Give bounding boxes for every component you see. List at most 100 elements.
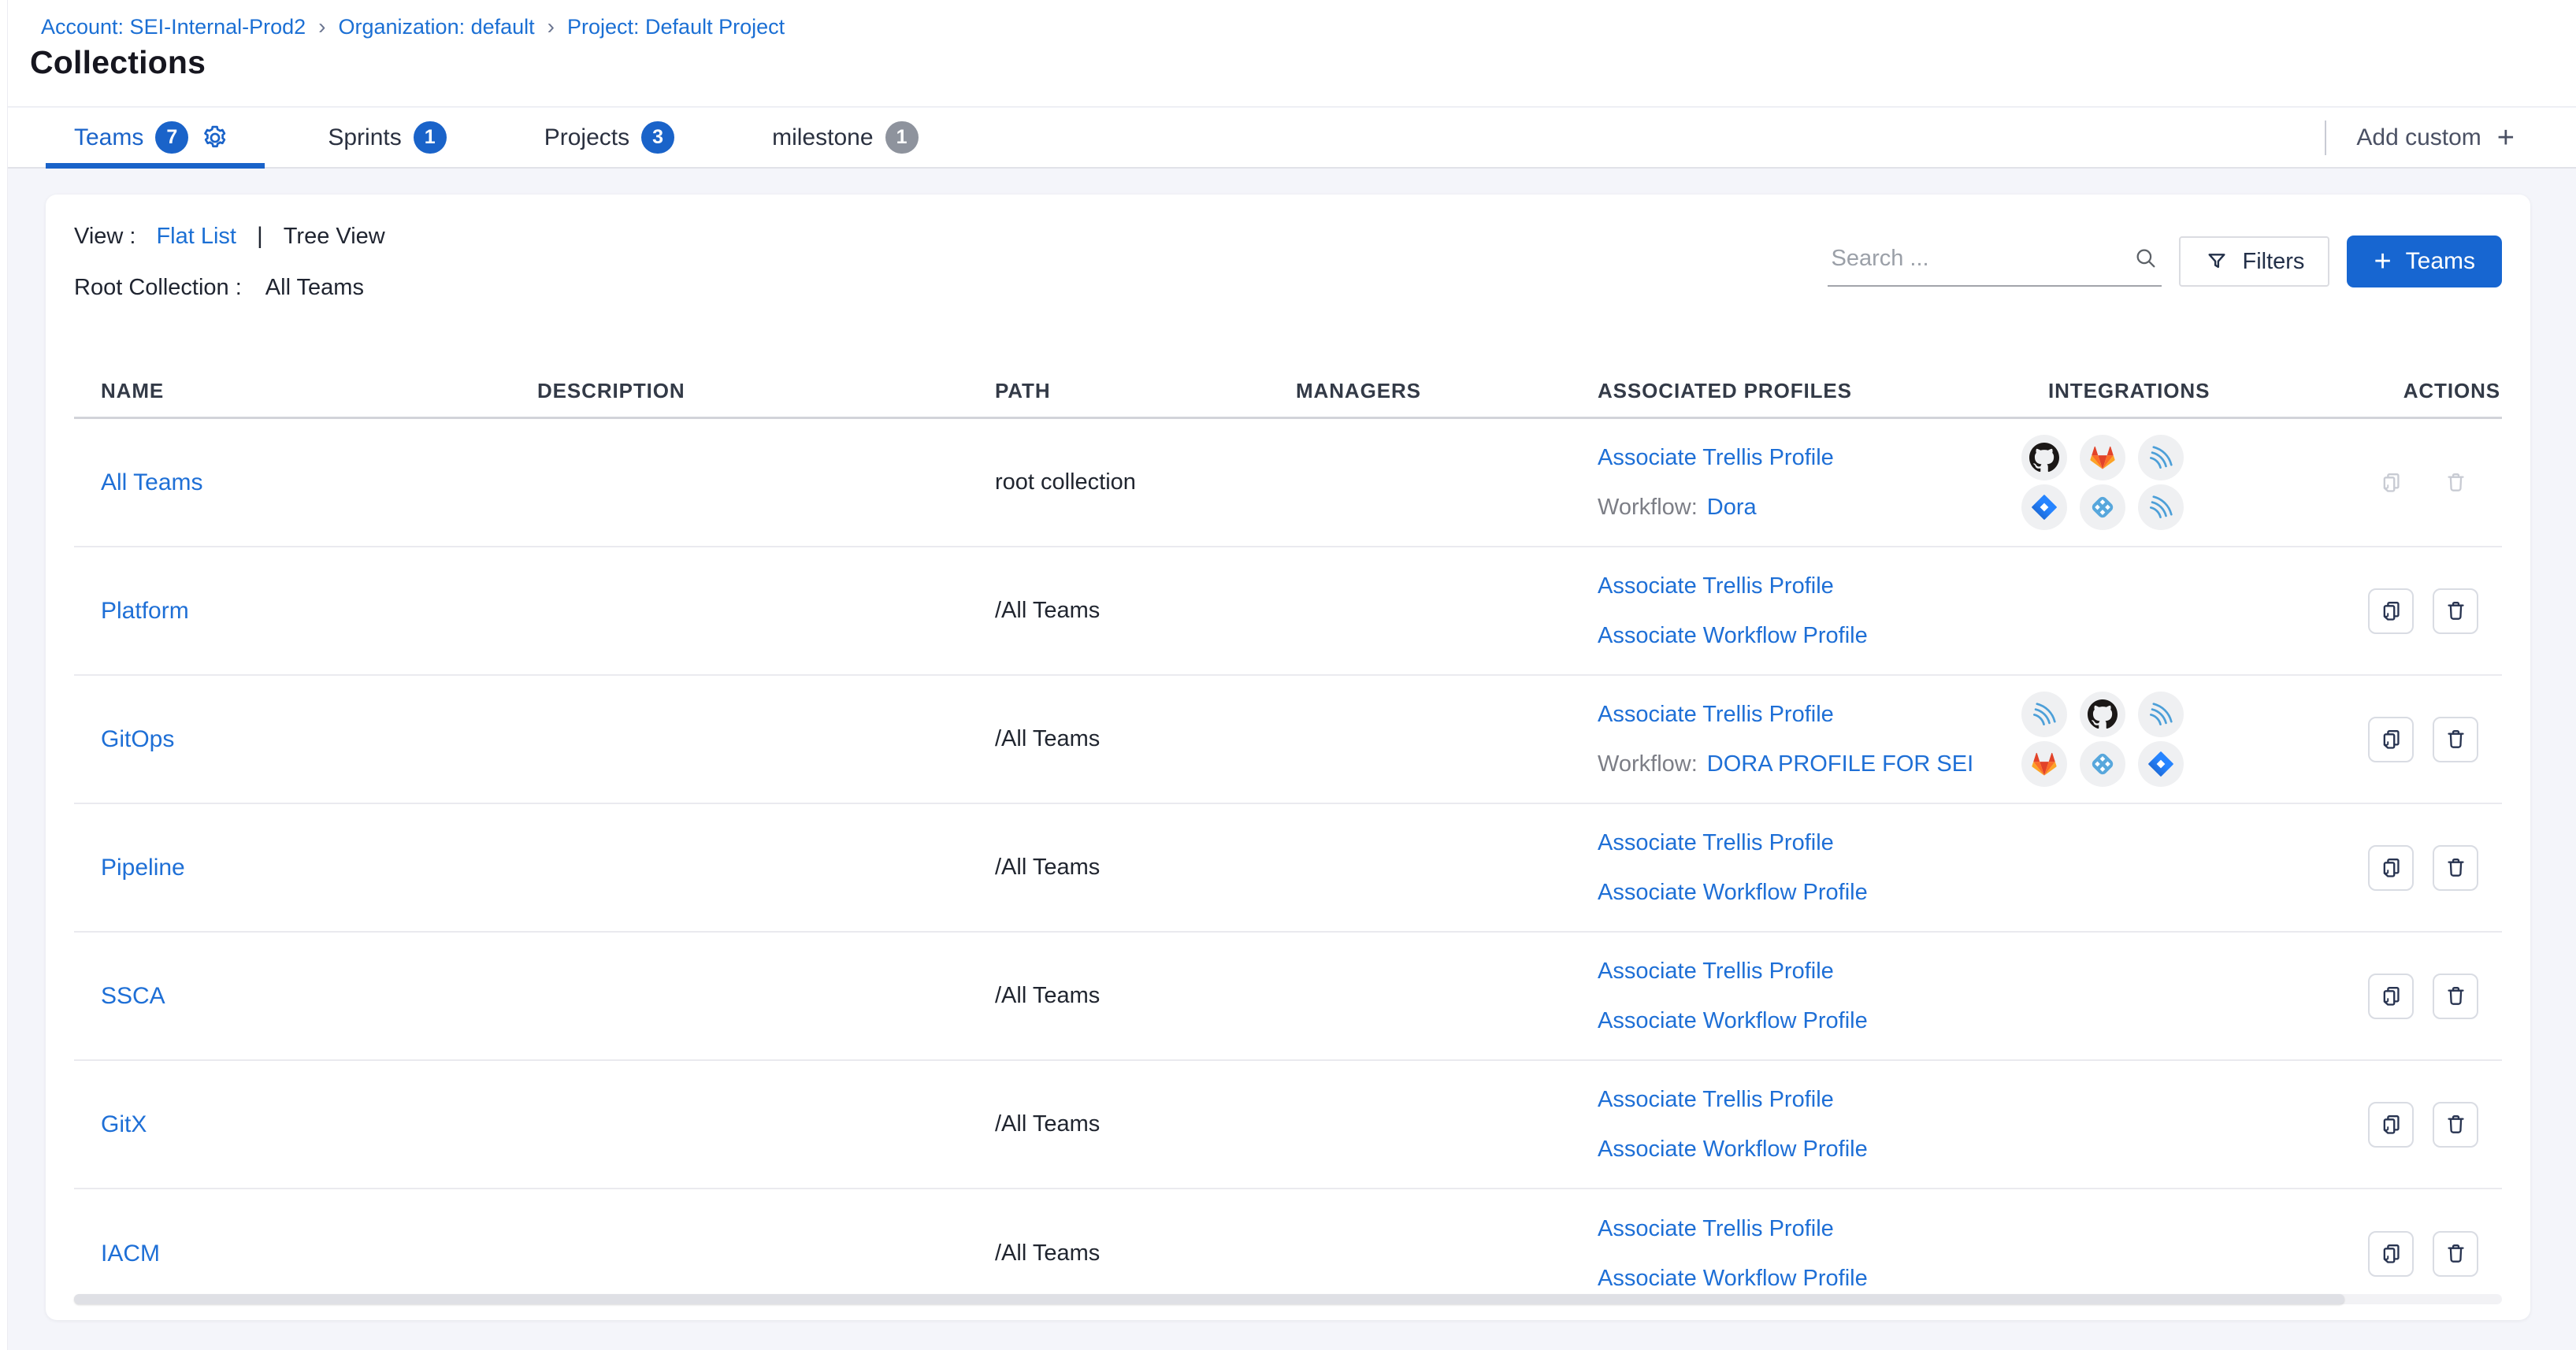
tab-sprints[interactable]: Sprints 1: [299, 108, 474, 167]
copy-icon: [2378, 983, 2404, 1009]
tab-teams-label: Teams: [74, 124, 144, 150]
delete-button[interactable]: [2433, 716, 2478, 762]
tab-sprints-label: Sprints: [328, 124, 402, 150]
collection-link[interactable]: GitX: [101, 1111, 147, 1137]
add-teams-label: Teams: [2405, 248, 2475, 274]
tab-milestone[interactable]: milestone 1: [744, 108, 946, 167]
breadcrumb-project-link[interactable]: Project: Default Project: [567, 14, 785, 39]
tab-milestone-count-badge: 1: [885, 121, 919, 154]
path-cell: root collection: [995, 469, 1136, 495]
table-row: Pipeline /All Teams Associate Trellis Pr…: [74, 804, 2502, 933]
delete-button[interactable]: [2433, 1230, 2478, 1277]
view-switcher: View : Flat List | Tree View: [74, 223, 385, 250]
column-header-managers: MANAGERS: [1296, 378, 1421, 402]
associate-trellis-profile-link[interactable]: Associate Trellis Profile: [1598, 829, 1834, 855]
divider: [74, 417, 2502, 419]
tab-bar: Teams 7 Sprints 1 Projects 3 milestone 1…: [0, 108, 2576, 169]
scrollbar-thumb[interactable]: [74, 1294, 2344, 1304]
clone-button[interactable]: [2368, 1230, 2414, 1277]
workflow-profile-link[interactable]: Dora: [1706, 494, 1757, 520]
path-cell: /All Teams: [995, 598, 1101, 623]
collection-link[interactable]: SSCA: [101, 982, 165, 1009]
breadcrumb-account-link[interactable]: Account: SEI-Internal-Prod2: [41, 14, 306, 39]
filters-label: Filters: [2242, 248, 2305, 274]
breadcrumb-org-link[interactable]: Organization: default: [338, 14, 535, 39]
table-row: GitOps /All Teams Associate Trellis Prof…: [74, 676, 2502, 804]
view-label: View :: [74, 223, 136, 249]
table-header-row: NAME DESCRIPTION PATH MANAGERS ASSOCIATE…: [74, 365, 2502, 417]
column-header-description: DESCRIPTION: [537, 378, 685, 402]
associate-trellis-profile-link[interactable]: Associate Trellis Profile: [1598, 444, 1834, 470]
workflow-profile-link[interactable]: DORA PROFILE FOR SEI: [1706, 751, 1974, 777]
trash-icon: [2443, 855, 2469, 881]
sonarqube-icon: [2138, 484, 2184, 530]
sonarqube-icon: [2138, 692, 2184, 737]
gear-icon[interactable]: [200, 123, 230, 153]
collection-link[interactable]: All Teams: [101, 469, 203, 495]
associate-trellis-profile-link[interactable]: Associate Trellis Profile: [1598, 958, 1834, 984]
jira-icon: [2138, 741, 2184, 787]
associate-workflow-profile-link[interactable]: Associate Workflow Profile: [1598, 1136, 1868, 1162]
associate-trellis-profile-link[interactable]: Associate Trellis Profile: [1598, 573, 1834, 599]
page-header: Account: SEI-Internal-Prod2 › Organizati…: [0, 0, 2576, 107]
delete-button: [2433, 459, 2478, 506]
drone-icon: [2080, 741, 2125, 787]
delete-button[interactable]: [2433, 1101, 2478, 1148]
github-icon: [2080, 692, 2125, 737]
table-row: GitX /All Teams Associate Trellis Profil…: [74, 1061, 2502, 1189]
search-input[interactable]: [1828, 245, 2133, 276]
horizontal-scrollbar[interactable]: [74, 1294, 2502, 1304]
delete-button[interactable]: [2433, 844, 2478, 891]
associate-trellis-profile-link[interactable]: Associate Trellis Profile: [1598, 1215, 1834, 1241]
search-icon: [2132, 245, 2159, 272]
associate-workflow-profile-link[interactable]: Associate Workflow Profile: [1598, 879, 1868, 905]
chevron-right-icon: ›: [318, 14, 326, 39]
associate-workflow-profile-link[interactable]: Associate Workflow Profile: [1598, 622, 1868, 648]
delete-button[interactable]: [2433, 588, 2478, 634]
associate-workflow-profile-link[interactable]: Associate Workflow Profile: [1598, 1265, 1868, 1291]
tab-teams[interactable]: Teams 7: [46, 108, 258, 167]
plus-icon: +: [2374, 245, 2392, 278]
associate-workflow-profile-link[interactable]: Associate Workflow Profile: [1598, 1007, 1868, 1033]
path-cell: /All Teams: [995, 726, 1101, 751]
breadcrumb: Account: SEI-Internal-Prod2 › Organizati…: [41, 14, 785, 39]
tab-projects-label: Projects: [544, 124, 630, 150]
collection-link[interactable]: GitOps: [101, 725, 175, 752]
path-cell: /All Teams: [995, 1241, 1101, 1266]
table-row: SSCA /All Teams Associate Trellis Profil…: [74, 933, 2502, 1061]
copy-icon: [2378, 855, 2404, 881]
divider: [2325, 120, 2327, 155]
copy-icon: [2378, 726, 2404, 752]
associate-trellis-profile-link[interactable]: Associate Trellis Profile: [1598, 701, 1834, 727]
view-option-flat-list[interactable]: Flat List: [156, 223, 236, 249]
collection-link[interactable]: IACM: [101, 1240, 160, 1267]
collection-link[interactable]: Platform: [101, 597, 189, 624]
tab-projects-count-badge: 3: [641, 121, 675, 154]
clone-button[interactable]: [2368, 973, 2414, 1019]
clone-button[interactable]: [2368, 1101, 2414, 1148]
tab-projects[interactable]: Projects 3: [516, 108, 703, 167]
associate-trellis-profile-link[interactable]: Associate Trellis Profile: [1598, 1086, 1834, 1112]
column-header-name: NAME: [101, 378, 165, 402]
workflow-label: Workflow:: [1598, 751, 1698, 777]
filters-button[interactable]: Filters: [2179, 236, 2330, 287]
integrations-group: [2021, 692, 2184, 787]
add-custom-button[interactable]: Add custom +: [2356, 123, 2515, 153]
active-tab-underline: [46, 163, 265, 169]
add-custom-label: Add custom: [2356, 124, 2481, 150]
view-option-tree-view[interactable]: Tree View: [283, 223, 385, 249]
table-row: All Teams root collection Associate Trel…: [74, 419, 2502, 547]
column-header-actions: ACTIONS: [2403, 378, 2500, 402]
table-row: Platform /All Teams Associate Trellis Pr…: [74, 547, 2502, 676]
gitlab-icon: [2021, 741, 2067, 787]
root-collection-row: Root Collection : All Teams: [74, 275, 364, 301]
integrations-group: [2021, 435, 2184, 530]
add-teams-button[interactable]: + Teams: [2347, 236, 2502, 287]
copy-icon: [2378, 1241, 2404, 1267]
drone-icon: [2080, 484, 2125, 530]
delete-button[interactable]: [2433, 973, 2478, 1019]
clone-button[interactable]: [2368, 716, 2414, 762]
clone-button[interactable]: [2368, 588, 2414, 634]
clone-button[interactable]: [2368, 844, 2414, 891]
collection-link[interactable]: Pipeline: [101, 854, 185, 881]
